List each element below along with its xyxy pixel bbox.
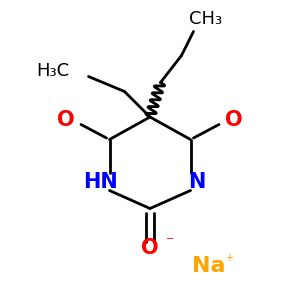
Text: O: O [225,110,243,130]
Text: O: O [57,110,75,130]
Text: HN: HN [83,172,118,191]
Text: $^{-}$: $^{-}$ [165,236,174,249]
Text: CH₃: CH₃ [189,11,222,28]
Text: N: N [188,172,205,191]
Text: O: O [141,238,159,257]
Text: $^{+}$: $^{+}$ [225,253,234,266]
Text: H₃C: H₃C [36,61,69,80]
Text: Na: Na [192,256,225,275]
